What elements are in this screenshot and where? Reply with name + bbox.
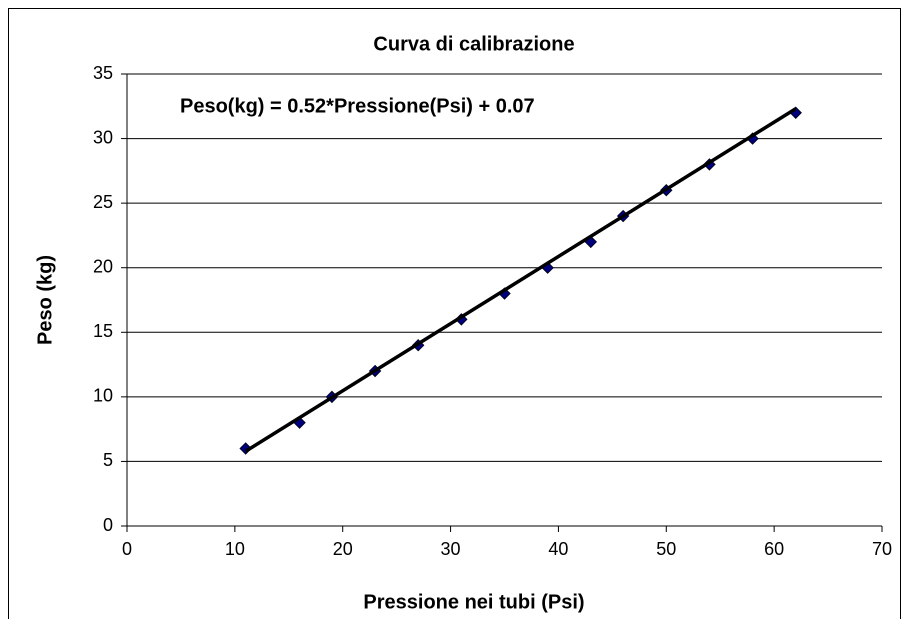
y-tick-label: 10 xyxy=(93,386,113,406)
x-tick-label: 40 xyxy=(548,539,568,559)
x-axis-title: Pressione nei tubi (Psi) xyxy=(363,591,584,613)
x-tick-label: 60 xyxy=(764,539,784,559)
equation: Peso(kg) = 0.52*Pressione(Psi) + 0.07 xyxy=(180,95,535,117)
y-tick-label: 35 xyxy=(93,63,113,83)
x-tick-label: 0 xyxy=(122,539,132,559)
chart-border xyxy=(8,8,901,619)
trendline xyxy=(244,107,797,453)
y-tick-label: 30 xyxy=(93,127,113,147)
y-tick-label: 15 xyxy=(93,321,113,341)
x-tick-label: 30 xyxy=(441,539,461,559)
x-tick-label: 10 xyxy=(225,539,245,559)
y-tick-label: 0 xyxy=(103,515,113,535)
x-tick-label: 20 xyxy=(333,539,353,559)
x-tick-label: 70 xyxy=(872,539,892,559)
chart-title: Curva di calibrazione xyxy=(373,33,574,55)
x-tick-label: 50 xyxy=(656,539,676,559)
y-axis-title: Peso (kg) xyxy=(34,255,56,345)
y-tick-label: 20 xyxy=(93,256,113,276)
y-tick-label: 5 xyxy=(103,450,113,470)
y-tick-label: 25 xyxy=(93,192,113,212)
